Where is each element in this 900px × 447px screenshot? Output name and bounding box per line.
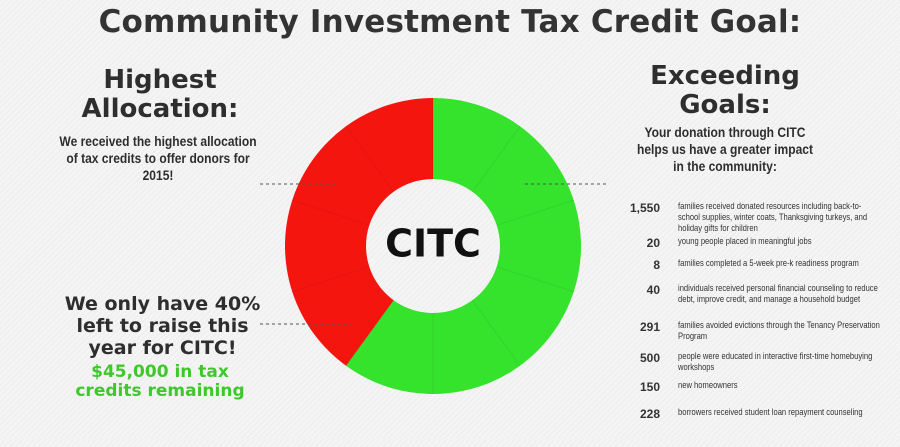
impact-stat-row: 291 families avoided evictions through th…: [610, 320, 900, 360]
impact-stat-description: borrowers received student loan repaymen…: [678, 407, 863, 418]
impact-stat-value: 1,550: [629, 201, 660, 215]
exceeding-goals-text: Your donation through CITC helps us have…: [636, 124, 813, 174]
impact-stat-description: individuals received personal financial …: [678, 283, 878, 305]
impact-stat-value: 291: [639, 320, 660, 334]
impact-stat-row: 20 young people placed in meaningful jobs: [610, 236, 900, 276]
impact-stat-row: 500 people were educated in interactive f…: [610, 351, 900, 391]
remaining-percent-heading: We only have 40% left to raise this year…: [64, 293, 261, 359]
impact-stat-description: new homeowners: [678, 380, 738, 391]
donut-segment-separator: [496, 199, 574, 226]
impact-stat-description: families avoided evictions through the T…: [678, 320, 880, 342]
impact-stat-row: 40 individuals received personal financia…: [610, 283, 900, 323]
impact-stat-value: 150: [639, 380, 660, 394]
donut-segment-separator: [345, 125, 395, 193]
donut-segment-separator: [496, 266, 574, 293]
donut-segment-separator: [345, 299, 395, 367]
impact-stat-value: 500: [639, 351, 660, 365]
donut-segment-separator: [292, 199, 370, 226]
tax-credits-remaining-note: $45,000 in tax credits remaining: [75, 362, 245, 401]
exceeding-goals-heading: Exceeding Goals:: [650, 61, 800, 120]
impact-stat-description: families completed a 5-week pre-k readin…: [678, 258, 859, 269]
impact-stat-description: families received donated resources incl…: [678, 201, 868, 234]
impact-stat-row: 8 families completed a 5-week pre-k readi…: [610, 258, 900, 298]
impact-stat-value: 40: [646, 283, 660, 297]
impact-stat-value: 20: [646, 236, 660, 250]
impact-stat-value: 228: [639, 407, 660, 421]
donut-segment-separator: [292, 266, 370, 293]
impact-stat-row: 1,550 families received donated resources…: [610, 201, 900, 241]
impact-stat-description: people were educated in interactive firs…: [678, 351, 873, 373]
donut-slice-green: [346, 98, 581, 394]
highest-allocation-heading: Highest Allocation:: [81, 65, 239, 124]
impact-stat-description: young people placed in meaningful jobs: [678, 236, 812, 247]
donut-segment-separator: [471, 299, 521, 367]
page-title: Community Investment Tax Credit Goal:: [98, 4, 802, 40]
highest-allocation-text: We received the highest allocation of ta…: [59, 133, 257, 183]
impact-stat-row: 150 new homeowners: [610, 380, 900, 420]
donut-segment-separator: [471, 125, 521, 193]
citc-donut-chart: CITC: [260, 98, 606, 394]
donut-slice-red: [284, 98, 433, 366]
impact-stat-row: 228 borrowers received student loan repay…: [610, 407, 900, 447]
impact-stat-value: 8: [653, 258, 660, 272]
donut-center-label: CITC: [385, 222, 481, 266]
